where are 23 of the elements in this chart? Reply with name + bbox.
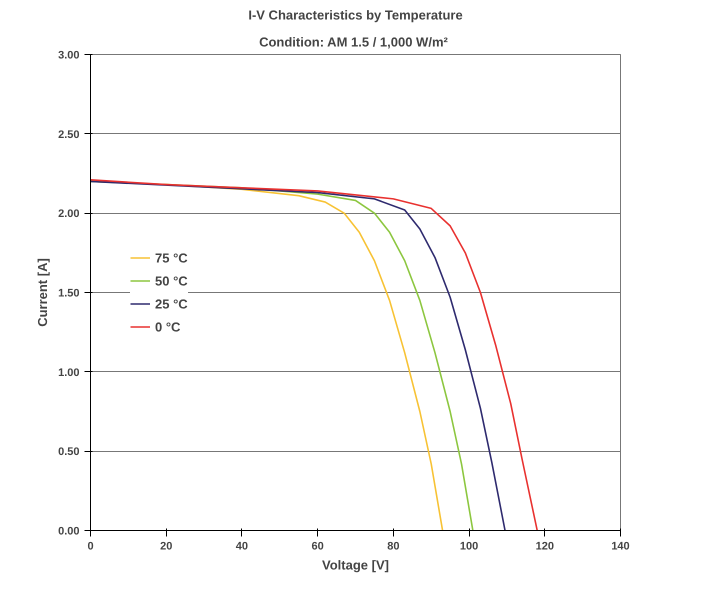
y-tick-label: 0.50 bbox=[58, 446, 80, 458]
y-tick-label: 1.50 bbox=[58, 288, 80, 300]
legend-label: 0 °C bbox=[155, 319, 180, 334]
legend-label: 75 °C bbox=[155, 250, 188, 265]
y-tick-label: 1.00 bbox=[58, 366, 80, 379]
y-tick-label: 0.00 bbox=[58, 526, 80, 538]
chart-title: I-V Characteristics by Temperature bbox=[248, 8, 463, 22]
x-axis-title: Voltage [V] bbox=[322, 558, 389, 572]
x-tick-label: 0 bbox=[87, 540, 94, 552]
x-tick-label: 120 bbox=[536, 540, 554, 552]
legend-label: 50 °C bbox=[155, 273, 188, 288]
chart-subtitle: Condition: AM 1.5 / 1,000 W/m² bbox=[259, 34, 448, 50]
y-tick-label: 2.00 bbox=[58, 208, 80, 220]
x-tick-label: 100 bbox=[460, 540, 478, 552]
x-tick-label: 80 bbox=[387, 540, 400, 552]
y-axis-title: Current [A] bbox=[35, 258, 50, 327]
x-tick-label: 140 bbox=[611, 540, 630, 552]
y-tick-label: 2.50 bbox=[58, 128, 80, 141]
y-tick-label: 3.00 bbox=[58, 50, 80, 62]
x-tick-label: 20 bbox=[160, 540, 172, 552]
legend-label: 25 °C bbox=[155, 296, 188, 311]
x-tick-label: 60 bbox=[312, 540, 324, 552]
x-tick-label: 40 bbox=[236, 540, 248, 552]
